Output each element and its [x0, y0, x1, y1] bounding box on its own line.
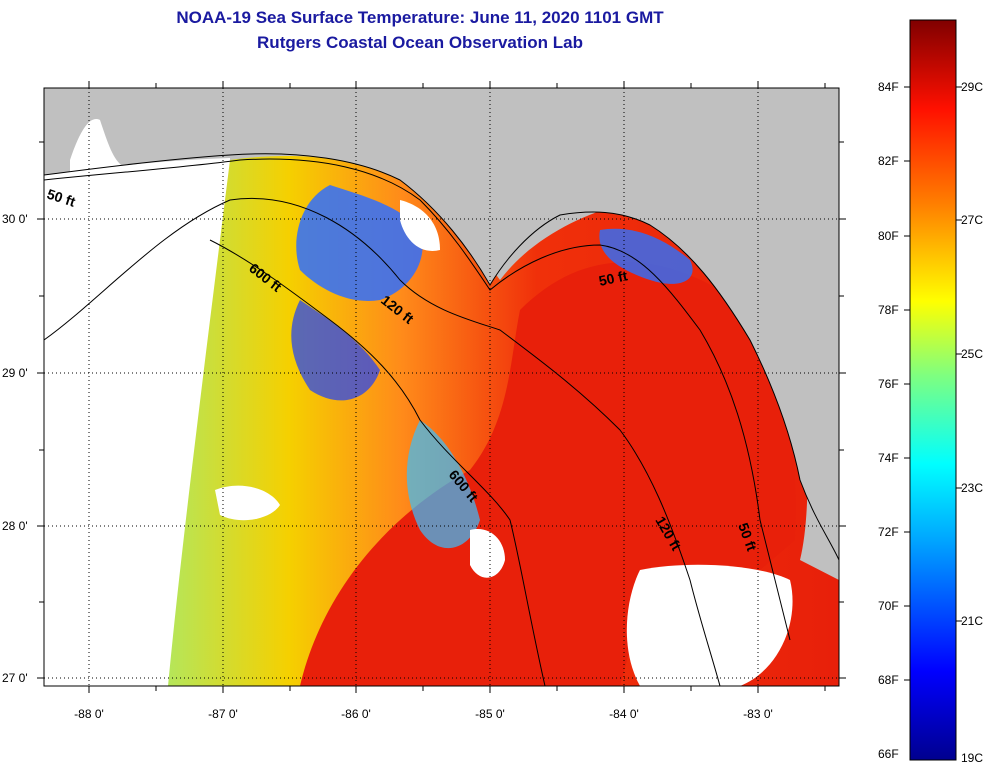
- land-florida: [44, 88, 839, 560]
- colorbar-f-label: 76F: [878, 377, 899, 391]
- cloud-patch: [626, 564, 793, 686]
- contour-600ft: [209, 239, 546, 686]
- colorbar-c-label: 21C: [961, 614, 983, 628]
- lat-label: 27 0': [2, 671, 28, 685]
- colorbar-f-label: 84F: [878, 80, 899, 94]
- map-subtitle: Rutgers Coastal Ocean Observation Lab: [257, 33, 583, 52]
- cool-patch: [296, 185, 423, 301]
- lon-label: -84 0': [609, 707, 639, 721]
- lon-label: -85 0': [475, 707, 505, 721]
- colorbar-f-label: 66F: [878, 747, 899, 761]
- lat-label: 30 0': [2, 212, 28, 226]
- cool-patch: [599, 228, 693, 284]
- lat-label: 28 0': [2, 519, 28, 533]
- contour-label: 50 ft: [597, 267, 629, 289]
- colorbar-f-label: 78F: [878, 303, 899, 317]
- map-frame: [43, 87, 840, 687]
- colorbar-f-label: 70F: [878, 599, 899, 613]
- colorbar-f-label: 74F: [878, 451, 899, 465]
- colorbar-f-label: 80F: [878, 229, 899, 243]
- cloud-patch: [215, 485, 280, 521]
- contour-50ft: [44, 158, 791, 641]
- graticule: [44, 88, 839, 686]
- map-title: NOAA-19 Sea Surface Temperature: June 11…: [176, 8, 664, 27]
- colorbar: [909, 19, 957, 761]
- cloud-patch: [470, 529, 505, 578]
- colorbar-c-label: 19C: [961, 751, 983, 765]
- cool-patch: [406, 420, 480, 549]
- colorbar-c-label: 23C: [961, 481, 983, 495]
- colorbar-c-label: 27C: [961, 213, 983, 227]
- colorbar-f-label: 72F: [878, 525, 899, 539]
- warm-core: [300, 262, 796, 686]
- colorbar-f-label: 68F: [878, 673, 899, 687]
- colorbar-ticks: [904, 86, 962, 681]
- lon-label: -86 0': [341, 707, 371, 721]
- contour-120ft: [44, 198, 721, 686]
- colorbar-c-label: 25C: [961, 347, 983, 361]
- lon-label: -83 0': [743, 707, 773, 721]
- lon-label: -88 0': [74, 707, 104, 721]
- cloud-patch: [400, 200, 440, 251]
- map-area: 50 ft 600 ft 120 ft 50 ft 600 ft 120 ft …: [44, 88, 839, 686]
- colorbar-c-label: 29C: [961, 80, 983, 94]
- lat-label: 29 0': [2, 366, 28, 380]
- cool-patch: [291, 300, 380, 401]
- colorbar-f-label: 82F: [878, 154, 899, 168]
- coastal-water: [70, 119, 130, 175]
- coastline: [44, 153, 839, 561]
- tick-marks: [37, 81, 846, 693]
- lon-label: -87 0': [208, 707, 238, 721]
